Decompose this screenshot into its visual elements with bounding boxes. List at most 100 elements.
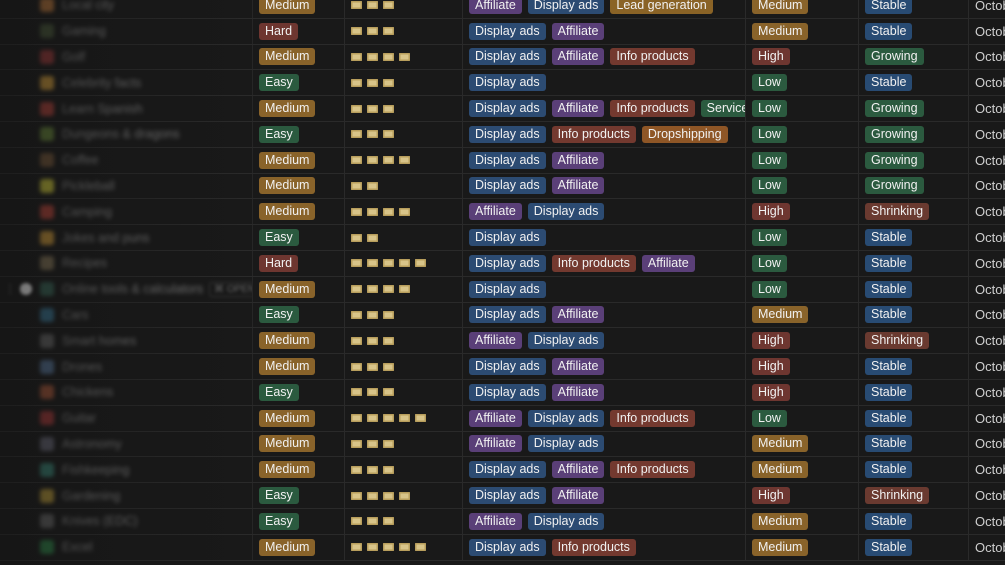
monetization-cell[interactable]: Display ads Info products Affiliate [463,251,746,276]
trend-cell[interactable]: Stable [859,457,969,483]
table-row[interactable]: Coffee Medium Display ads Affiliate Low Growi… [0,147,1005,174]
cost-cell[interactable] [345,96,463,121]
cost-cell[interactable] [345,147,463,173]
table-row[interactable]: Camping Medium Affiliate Display ads High Shr… [0,199,1005,226]
name-cell[interactable]: Drones [0,354,253,379]
trend-cell[interactable]: Shrinking [859,199,969,225]
difficulty-cell[interactable]: Easy [253,509,345,534]
table-row[interactable]: Pickleball Medium Display ads Affiliate Low G… [0,173,1005,200]
date-cell[interactable]: Octob [969,0,1005,18]
page-name[interactable]: Recipes [40,256,107,271]
date-cell[interactable]: Octob [969,509,1005,534]
competition-cell[interactable]: Low [746,276,859,302]
difficulty-cell[interactable]: Medium [253,147,345,173]
competition-cell[interactable]: Medium [746,302,859,328]
monetization-cell[interactable]: Display ads Affiliate [463,18,746,44]
page-name[interactable]: Excel [40,540,93,555]
table-row[interactable]: Guitar Medium Affiliate Display ads Info pro… [0,405,1005,432]
monetization-cell[interactable]: Display ads Info products [463,534,746,560]
date-cell[interactable]: Octob [969,70,1005,95]
competition-cell[interactable]: Medium [746,457,859,483]
difficulty-cell[interactable]: Medium [253,276,345,302]
trend-cell[interactable]: Shrinking [859,328,969,354]
trend-cell[interactable]: Stable [859,251,969,276]
cost-cell[interactable] [345,380,463,405]
table-row[interactable]: Golf Medium Display ads Affiliate Info produ… [0,44,1005,71]
table-row[interactable]: Learn Spanish Medium Display ads Affiliate I… [0,96,1005,122]
monetization-cell[interactable]: Display ads Affiliate [463,173,746,199]
table-row[interactable]: Chickens Easy Display ads Affiliate High Stab… [0,380,1005,406]
page-name[interactable]: Celebrity facts [40,75,141,90]
monetization-cell[interactable]: Display ads [463,70,746,96]
date-cell[interactable]: Octob [969,303,1005,328]
trend-cell[interactable]: Stable [859,380,969,405]
difficulty-cell[interactable]: Medium [253,405,345,431]
name-cell[interactable]: Dungeons & dragons [0,122,253,147]
competition-cell[interactable]: Low [746,96,859,121]
page-name[interactable]: Guitar [40,411,96,426]
name-cell[interactable]: Celebrity facts [0,70,253,96]
date-cell[interactable]: Octob [969,380,1005,405]
page-name[interactable]: Smart homes [40,333,136,348]
page-name[interactable]: Chickens [40,385,113,400]
table-row[interactable]: Recipes Hard Display ads Info products Affil… [0,251,1005,277]
difficulty-cell[interactable]: Medium [253,328,345,354]
cost-cell[interactable] [345,70,463,96]
cost-cell[interactable] [345,354,463,379]
cost-cell[interactable] [345,405,463,431]
table-row[interactable]: Fishkeeping Medium Display ads Affiliate Inf… [0,457,1005,484]
page-name[interactable]: Gaming [40,24,106,39]
competition-cell[interactable]: High [746,44,859,70]
page-name[interactable]: Dungeons & dragons [40,127,179,142]
date-cell[interactable]: Octob [969,328,1005,353]
name-cell[interactable]: Learn Spanish [0,96,253,121]
competition-cell[interactable]: High [746,380,859,405]
date-cell[interactable]: Octob [969,96,1005,121]
name-cell[interactable]: Recipes [0,251,253,276]
competition-cell[interactable]: Low [746,251,859,276]
date-cell[interactable]: Octob [969,483,1005,508]
difficulty-cell[interactable]: Hard [253,18,345,44]
date-cell[interactable]: Octob [969,277,1005,302]
difficulty-cell[interactable]: Easy [253,483,345,508]
page-name[interactable]: Astronomy [40,436,122,451]
difficulty-cell[interactable]: Medium [253,44,345,70]
trend-cell[interactable]: Stable [859,534,969,560]
name-cell[interactable]: Guitar [0,405,253,431]
page-name[interactable]: Learn Spanish [40,101,143,116]
page-name[interactable]: Drones [40,359,102,374]
difficulty-cell[interactable]: Easy [253,70,345,96]
name-cell[interactable]: Chickens [0,380,253,405]
monetization-cell[interactable]: Display ads [463,225,746,250]
name-cell[interactable]: Pickleball [0,173,253,199]
table-row[interactable]: Celebrity facts Easy Display ads Low Stable O… [0,70,1005,97]
name-cell[interactable]: Coffee [0,147,253,173]
cost-cell[interactable] [345,276,463,302]
cost-cell[interactable] [345,431,463,457]
trend-cell[interactable]: Stable [859,0,969,18]
trend-cell[interactable]: Stable [859,354,969,379]
difficulty-cell[interactable]: Medium [253,431,345,457]
page-name[interactable]: Cars [40,307,88,322]
cost-cell[interactable] [345,199,463,225]
date-cell[interactable]: Octob [969,535,1005,560]
competition-cell[interactable]: Low [746,147,859,173]
competition-cell[interactable]: Medium [746,0,859,18]
competition-cell[interactable]: High [746,483,859,508]
difficulty-cell[interactable]: Medium [253,457,345,483]
competition-cell[interactable]: Low [746,70,859,96]
difficulty-cell[interactable]: Easy [253,380,345,405]
monetization-cell[interactable]: Display ads Info products Dropshipping [463,122,746,147]
date-cell[interactable]: Octob [969,251,1005,276]
date-cell[interactable]: Octob [969,457,1005,482]
table-row[interactable]: ⋮⋮ Online tools & calculators ⌘ OPEN Medium… [0,276,1005,303]
trend-cell[interactable]: Growing [859,96,969,121]
trend-cell[interactable]: Stable [859,509,969,534]
page-name[interactable]: Coffee [40,153,99,168]
monetization-cell[interactable]: Affiliate Display ads [463,509,746,534]
page-name[interactable]: Golf [40,49,85,64]
table-row[interactable]: Jokes and puns Easy Display ads Low Stable Oc… [0,225,1005,251]
page-name[interactable]: Local city [40,0,114,13]
page-name[interactable]: Online tools & calculators [40,282,203,297]
difficulty-cell[interactable]: Medium [253,199,345,225]
